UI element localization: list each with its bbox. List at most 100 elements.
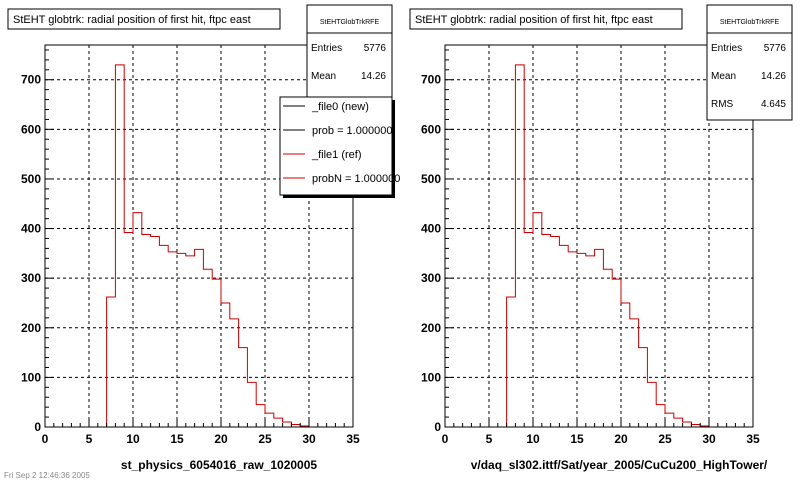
- histogram-bin: [586, 256, 595, 427]
- y-tick-label: 0: [34, 420, 41, 434]
- x-tick-label: 10: [526, 432, 540, 446]
- histogram-bin: [621, 303, 630, 427]
- x-tick-label: 20: [214, 432, 228, 446]
- histogram-bin: [212, 279, 221, 427]
- x-tick-label: 30: [302, 432, 316, 446]
- x-tick-label: 35: [346, 432, 360, 446]
- legend-label: _file1 (ref): [311, 149, 362, 161]
- y-tick-label: 700: [421, 73, 441, 87]
- histogram-bin: [533, 213, 542, 427]
- histogram-line: [45, 64, 353, 428]
- histogram-bin: [247, 382, 256, 427]
- histogram-bin: [665, 413, 674, 427]
- histogram-bin: [551, 236, 560, 427]
- chart-title: StEHT globtrk: radial position of first …: [415, 14, 653, 26]
- histogram-bin: [159, 245, 168, 427]
- y-tick-label: 500: [21, 172, 41, 186]
- x-tick-label: 30: [702, 432, 716, 446]
- histogram-bin: [265, 413, 274, 427]
- legend-label: probN = 1.000000: [312, 173, 400, 185]
- footer-timestamp: Fri Sep 2 12:46:36 2005: [4, 471, 90, 480]
- histogram-bin: [107, 297, 116, 427]
- y-tick-label: 600: [421, 122, 441, 136]
- histogram-bin: [142, 235, 151, 427]
- stats-name: StEHTGlobTrkRFE: [720, 19, 780, 26]
- histogram-bin: [656, 405, 665, 427]
- y-tick-label: 600: [21, 122, 41, 136]
- histogram-bin: [274, 418, 283, 427]
- histogram-bin: [230, 319, 239, 427]
- legend-label: _file0 (new): [311, 101, 369, 113]
- x-axis-label: v/daq_sl302.ittf/Sat/year_2005/CuCu200_H…: [471, 458, 768, 472]
- histogram-bin: [595, 249, 604, 427]
- histogram-bin: [524, 233, 533, 427]
- legend-label: prob = 1.000000: [312, 125, 392, 137]
- stats-label: Mean: [711, 71, 736, 82]
- histogram-bin: [639, 348, 648, 427]
- histogram-bin: [515, 65, 524, 427]
- x-tick-label: 0: [42, 432, 49, 446]
- histogram-bin: [203, 269, 212, 427]
- x-tick-label: 0: [442, 432, 449, 446]
- y-tick-label: 0: [434, 420, 441, 434]
- stats-value: 14.26: [761, 71, 786, 82]
- histogram-bin: [221, 303, 230, 427]
- histogram-bin: [124, 233, 133, 427]
- right-panel: 0 5 10 15 20 25 30 35 0 100 200 300 400 500 600 700 v/da…: [409, 4, 793, 472]
- stats-value: 14.26: [361, 71, 386, 82]
- x-tick-label: 5: [486, 432, 493, 446]
- stats-label: RMS: [711, 99, 734, 110]
- x-tick-label: 5: [86, 432, 93, 446]
- x-tick-label: 25: [658, 432, 672, 446]
- stats-name: StEHTGlobTrkRFE: [320, 19, 380, 26]
- left-panel: 0 5 10 15 20 25 30 35 0 100 200 300 400 500 600 700 st_p…: [7, 4, 400, 472]
- chart-title: StEHT globtrk: radial position of first …: [13, 14, 251, 26]
- stats-label: Entries: [711, 43, 742, 54]
- y-tick-label: 300: [421, 271, 441, 285]
- title-box: [409, 8, 683, 30]
- legend-box: [279, 96, 393, 196]
- histogram-bin: [151, 236, 160, 427]
- stats-label: Mean: [311, 71, 336, 82]
- histogram-line: [445, 64, 753, 428]
- plot-area: [445, 45, 753, 427]
- histogram-bin: [542, 235, 551, 427]
- histogram-bin: [256, 405, 265, 427]
- y-tick-label: 400: [21, 222, 41, 236]
- histogram-bin: [647, 382, 656, 427]
- y-tick-label: 300: [21, 271, 41, 285]
- histogram-bin: [168, 252, 177, 427]
- stats-value: 4.645: [761, 99, 786, 110]
- histogram-bin: [133, 213, 142, 427]
- histogram-bin: [683, 422, 692, 427]
- histogram-bin: [283, 422, 292, 427]
- histogram-bin: [630, 319, 639, 427]
- stats-box: [706, 4, 793, 121]
- plot-frame: [44, 44, 354, 428]
- x-tick-label: 25: [258, 432, 272, 446]
- histogram-bin: [568, 252, 577, 427]
- stats-value: 5776: [364, 43, 387, 54]
- y-tick-label: 400: [421, 222, 441, 236]
- histogram-bin: [577, 253, 586, 427]
- histogram-bin: [177, 253, 186, 427]
- x-tick-label: 35: [746, 432, 760, 446]
- histogram-bin: [186, 256, 195, 427]
- histogram-bin: [507, 297, 516, 427]
- x-tick-label: 20: [614, 432, 628, 446]
- histogram-bin: [559, 245, 568, 427]
- x-tick-label: 15: [170, 432, 184, 446]
- histogram-bin: [239, 348, 248, 427]
- histogram-bin: [674, 418, 683, 427]
- y-tick-label: 200: [21, 321, 41, 335]
- plot-frame: [444, 44, 754, 428]
- histogram-bin: [603, 269, 612, 427]
- histogram-bin: [195, 249, 204, 427]
- stats-value: 5776: [764, 43, 787, 54]
- y-tick-label: 100: [21, 370, 41, 384]
- x-tick-label: 10: [126, 432, 140, 446]
- histogram-bin: [115, 65, 124, 427]
- title-box: [7, 8, 281, 30]
- stats-label: Entries: [311, 43, 342, 54]
